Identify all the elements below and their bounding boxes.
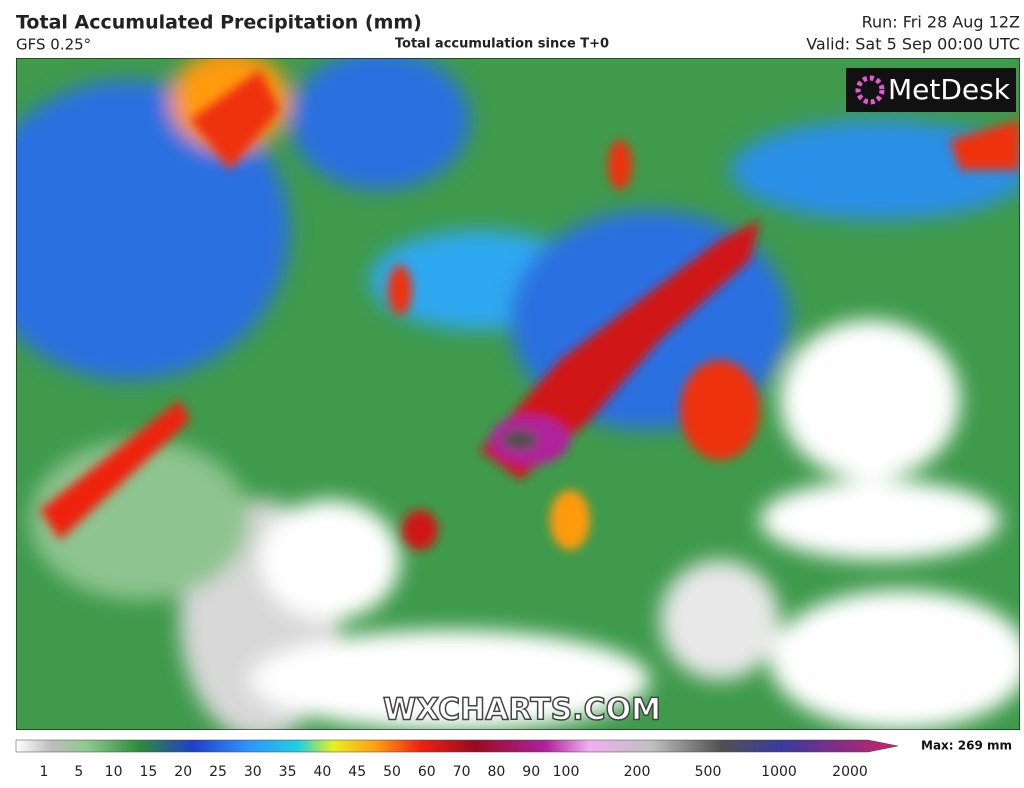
colorbar-label: 200 (624, 764, 651, 780)
colorbar-label: 1 (40, 764, 49, 780)
title: Total Accumulated Precipitation (mm) (16, 12, 422, 34)
colorbar: Max: 269 mm 1 5 10 15 20 25 30 35 40 45 50 60 70 80 90… (15, 739, 1012, 780)
run-time: Run: Fri 28 Aug 12Z (862, 13, 1020, 32)
colorbar-label: 5 (74, 764, 83, 780)
valid-time: Valid: Sat 5 Sep 00:00 UTC (806, 35, 1020, 54)
colorbar-label: 500 (695, 764, 722, 780)
max-label: Max: 269 mm (921, 739, 1012, 753)
colorbar-label: 100 (553, 764, 580, 780)
colorbar-label: 40 (313, 764, 331, 780)
colorbar-label: 70 (453, 764, 471, 780)
model: GFS 0.25° (16, 36, 91, 54)
colorbar-label: 80 (487, 764, 505, 780)
colorbar-label: 60 (418, 764, 436, 780)
colorbar-label: 35 (279, 764, 297, 780)
colorbar-label: 50 (383, 764, 401, 780)
colorbar-label: 30 (244, 764, 262, 780)
watermark: WXCHARTS.COM (383, 693, 661, 728)
subtitle: Total accumulation since T+0 (395, 37, 609, 52)
colorbar-label: 10 (105, 764, 123, 780)
colorbar-label: 45 (348, 764, 366, 780)
colorbar-label: 15 (139, 764, 157, 780)
colorbar-label: 1000 (761, 764, 797, 780)
colorbar-label: 90 (522, 764, 540, 780)
colorbar-label: 20 (174, 764, 192, 780)
colorbar-label: 2000 (832, 764, 868, 780)
logo: MetDesk (846, 68, 1016, 112)
colorbar-label: 25 (209, 764, 227, 780)
map (16, 58, 1020, 730)
logo-text: MetDesk (888, 73, 1011, 106)
